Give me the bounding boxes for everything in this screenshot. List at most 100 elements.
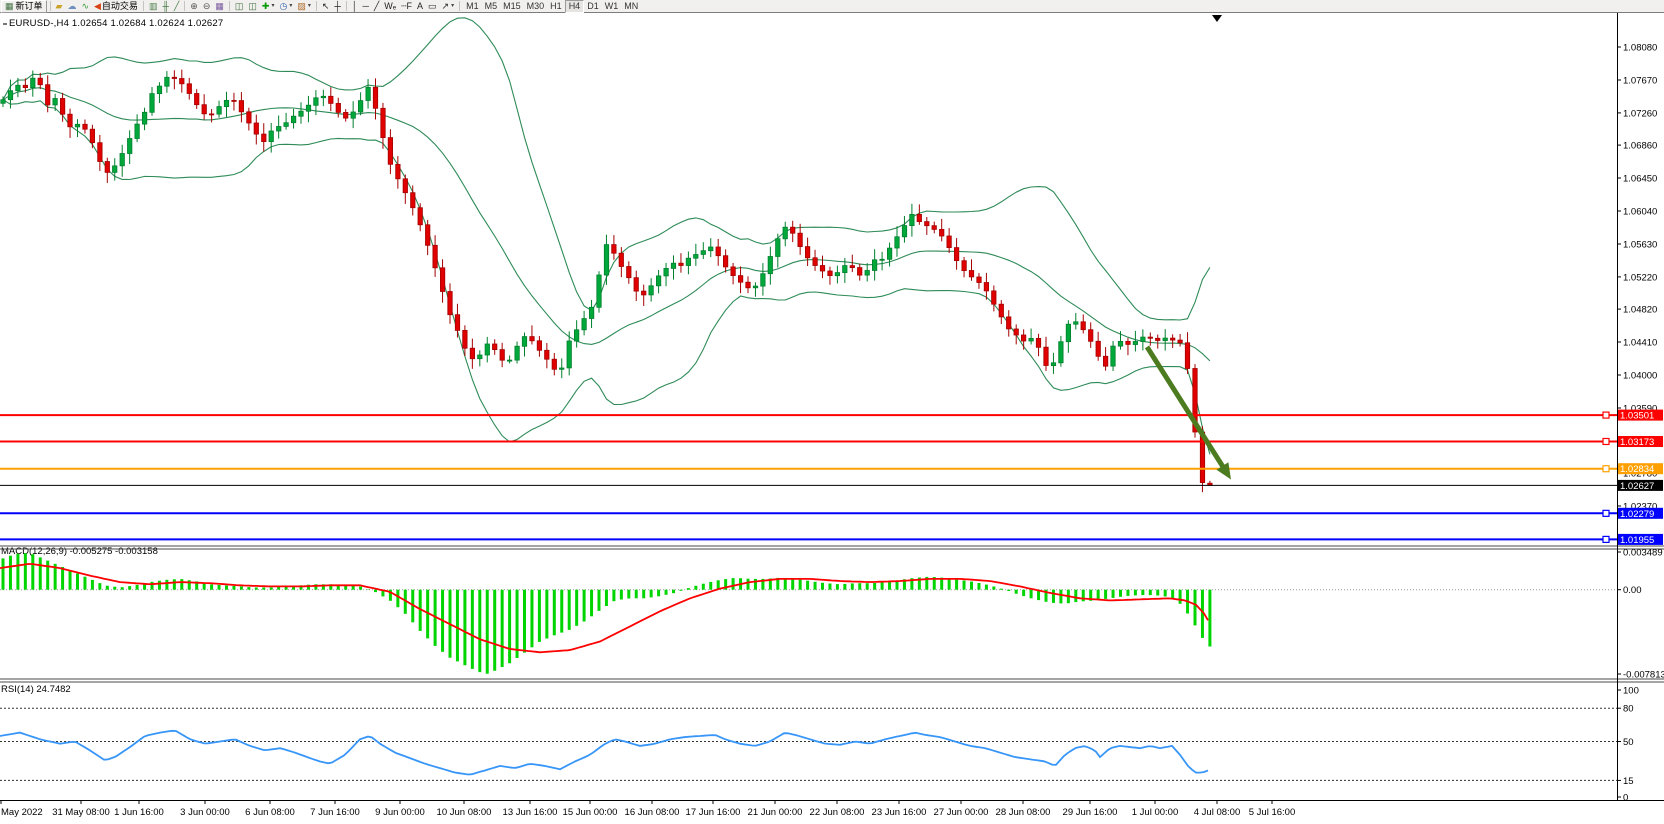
- svg-text:1.07670: 1.07670: [1623, 76, 1657, 87]
- line-chart-icon: ╱: [173, 1, 180, 11]
- toolbar-separator: [459, 1, 461, 11]
- new-order-button[interactable]: ▦ 新订单: [1, 0, 47, 13]
- timeframe-button-d1[interactable]: D1: [587, 0, 599, 11]
- timeframe-button-mn[interactable]: MN: [624, 0, 639, 11]
- new-order-label: 新订单: [15, 0, 43, 11]
- macd-pane: [0, 553, 1617, 674]
- dropdown-caret-icon: ▾: [289, 2, 293, 9]
- price-line-badges: 1.03501 1.03173 1.02834 1.02627 1.02279 1.019…: [1618, 409, 1663, 546]
- rsi-pane: [0, 707, 1617, 781]
- svg-text:10 Jun 08:00: 10 Jun 08:00: [437, 807, 492, 818]
- timeframe-button-h1[interactable]: H1: [550, 0, 562, 11]
- timeframe-buttons: M1 M5 M15 M30 H1 H4 D1 W1 MN: [463, 0, 641, 13]
- svg-text:1 Jul 00:00: 1 Jul 00:00: [1132, 807, 1178, 818]
- gold-icon: ▰: [55, 1, 63, 11]
- periods-menu-button[interactable]: ◷ ▾: [277, 1, 294, 12]
- zoom-out-icon: ⊖: [202, 1, 211, 11]
- rsi-label: RSI(14) 24.7482: [1, 684, 71, 695]
- cursor-button[interactable]: ↖: [320, 1, 332, 12]
- svg-text:29 Jun 16:00: 29 Jun 16:00: [1063, 807, 1118, 818]
- line-chart-button[interactable]: ╱: [172, 1, 181, 12]
- svg-text:1.03173: 1.03173: [1620, 437, 1654, 448]
- arrows-menu-button[interactable]: ↗ ▾: [440, 1, 457, 12]
- svg-text:31 May 08:00: 31 May 08:00: [52, 807, 110, 818]
- auto-scroll-button[interactable]: ◫: [233, 1, 246, 12]
- chart-shift-button[interactable]: ◫: [246, 1, 259, 12]
- trendline-button[interactable]: ╱: [372, 1, 381, 12]
- trend-arrow: [1144, 345, 1231, 480]
- bar-chart-button[interactable]: ▥: [147, 1, 160, 12]
- template-icon: ▨: [297, 1, 306, 11]
- timeframe-button-h4[interactable]: H4: [564, 0, 585, 13]
- add-indicator-button[interactable]: ✚ ▾: [260, 1, 277, 12]
- svg-text:-0.007813: -0.007813: [1623, 670, 1664, 681]
- toolbar-separator: [184, 1, 186, 11]
- svg-text:7 Jun 16:00: 7 Jun 16:00: [310, 807, 360, 818]
- svg-text:1.05220: 1.05220: [1623, 272, 1657, 283]
- add-indicator-icon: ✚: [261, 1, 270, 11]
- macd-label: MACD(12,26,9) -0.005275 -0.003158: [1, 546, 158, 557]
- equidistant-channel-icon: Wₑ: [384, 1, 397, 11]
- dropdown-caret-icon: ▾: [271, 2, 275, 9]
- auto-scroll-icon: ◫: [234, 1, 244, 11]
- timeframe-button-m1[interactable]: M1: [466, 0, 479, 11]
- price-lines: [0, 411, 1617, 543]
- svg-text:1.06450: 1.06450: [1623, 174, 1657, 185]
- horizontal-line-icon: ─: [362, 1, 369, 11]
- svg-text:1.02627: 1.02627: [1620, 481, 1654, 492]
- signals-icon: ∿: [81, 1, 89, 11]
- svg-text:13 Jun 16:00: 13 Jun 16:00: [503, 807, 558, 818]
- autotrading-label: 自动交易: [101, 0, 138, 11]
- toolbar-tools: ▰ ☁ ∿ ◀ 自动交易 ▥ ╫ ╱ ⊕ ⊖ ▦ ◫ ◫ ✚ ▾ ◷ ▾ ▨ ▾ ↖ ┼ │ ─ ╱ Wₑ ┄F A ▭ ↗ ▾: [54, 1, 463, 12]
- svg-text:6 Jun 08:00: 6 Jun 08:00: [245, 807, 295, 818]
- candlestick-chart-button[interactable]: ╫: [160, 1, 170, 12]
- chart-shift-marker: [1212, 15, 1222, 22]
- zoom-out-button[interactable]: ⊖: [201, 1, 213, 12]
- indicators-list-icon: ▦: [215, 1, 224, 11]
- svg-text:1.01955: 1.01955: [1620, 535, 1654, 546]
- svg-text:1.06040: 1.06040: [1623, 207, 1657, 218]
- svg-text:1.07260: 1.07260: [1623, 108, 1657, 119]
- indicators-list-button[interactable]: ▦: [213, 1, 226, 12]
- svg-text:100: 100: [1623, 686, 1639, 697]
- svg-text:1.04000: 1.04000: [1623, 371, 1657, 382]
- svg-text:1.02279: 1.02279: [1620, 509, 1654, 520]
- svg-text:15: 15: [1623, 776, 1634, 787]
- svg-text:1.06860: 1.06860: [1623, 141, 1657, 152]
- trendline-icon: ╱: [373, 1, 380, 11]
- periods-menu-icon: ◷: [279, 1, 288, 11]
- svg-text:23 Jun 16:00: 23 Jun 16:00: [872, 807, 927, 818]
- chart-title: EURUSD-,H4 1.02654 1.02684 1.02624 1.026…: [9, 18, 224, 29]
- timeframe-button-m5[interactable]: M5: [484, 0, 498, 11]
- mql5-cloud-button[interactable]: ☁: [65, 1, 78, 12]
- template-button[interactable]: ▨ ▾: [295, 1, 313, 12]
- svg-text:1.02834: 1.02834: [1620, 464, 1654, 475]
- zoom-in-button[interactable]: ⊕: [188, 1, 200, 12]
- autotrading-button[interactable]: ◀ 自动交易: [92, 1, 140, 12]
- svg-text:80: 80: [1623, 704, 1634, 715]
- svg-text:50: 50: [1623, 737, 1634, 748]
- gold-button[interactable]: ▰: [54, 1, 65, 12]
- svg-text:1.08080: 1.08080: [1623, 43, 1657, 54]
- fibonacci-button[interactable]: ┄F: [399, 1, 414, 12]
- text-label-button[interactable]: ▭: [426, 1, 439, 12]
- equidistant-channel-button[interactable]: Wₑ: [382, 1, 398, 12]
- timeframe-button-m30[interactable]: M30: [526, 0, 545, 11]
- svg-text:0.003489: 0.003489: [1623, 548, 1663, 559]
- svg-text:3 Jun 00:00: 3 Jun 00:00: [180, 807, 230, 818]
- timeframe-button-w1[interactable]: W1: [604, 0, 619, 11]
- signals-button[interactable]: ∿: [79, 1, 91, 12]
- svg-text:27 Jun 00:00: 27 Jun 00:00: [934, 807, 989, 818]
- arrows-menu-icon: ↗: [441, 1, 450, 11]
- svg-text:5 Jul 16:00: 5 Jul 16:00: [1249, 807, 1295, 818]
- fibonacci-icon: ┄F: [401, 1, 413, 11]
- time-axis[interactable]: May 2022 31 May 08:00 1 Jun 16:00 3 Jun 00:…: [0, 800, 1295, 818]
- price-axis[interactable]: 1.08080 1.07670 1.07260 1.06860 1.06450 1.060…: [1617, 43, 1664, 804]
- crosshair-button[interactable]: ┼: [332, 1, 342, 12]
- text-button[interactable]: A: [415, 1, 425, 12]
- horizontal-line-button[interactable]: ─: [360, 1, 370, 12]
- timeframe-button-m15[interactable]: M15: [503, 0, 521, 11]
- vertical-line-button[interactable]: │: [350, 1, 360, 12]
